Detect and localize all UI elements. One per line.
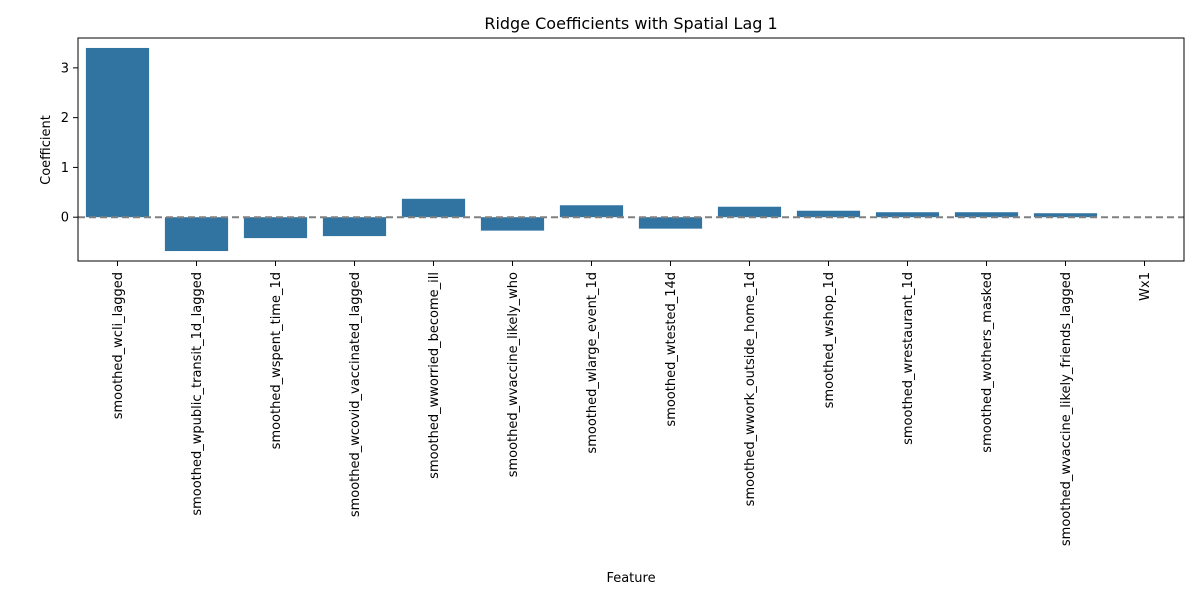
bar-smoothed-wrestaurant-1d (875, 212, 940, 218)
x-tick-label: smoothed_wworried_become_ill (427, 272, 442, 479)
bar-smoothed-wpublic-transit-1d-lagged (164, 217, 229, 252)
bar-smoothed-wspent-time-1d (243, 217, 308, 239)
x-tick-label: Wx1 (1138, 272, 1153, 301)
y-axis-label: Coefficient (39, 115, 54, 185)
y-axis: 0 1 2 3 (61, 61, 78, 226)
bar-smoothed-wworried-become-ill (401, 198, 466, 218)
bar-smoothed-wothers-masked (954, 212, 1019, 218)
bars-group (85, 47, 1098, 252)
bar-smoothed-wcli-lagged (85, 47, 150, 218)
x-tick-label: smoothed_wvaccine_likely_who (506, 272, 521, 477)
y-tick-label: 0 (61, 211, 69, 226)
y-tick-label: 3 (61, 61, 69, 76)
x-tick-label: smoothed_wpublic_transit_1d_lagged (190, 272, 205, 516)
bar-smoothed-wvaccine-likely-friends-lagged (1033, 213, 1098, 218)
x-tick-label: smoothed_wlarge_event_1d (585, 272, 600, 454)
bar-smoothed-wshop-1d (796, 210, 861, 218)
y-tick-label: 1 (61, 161, 69, 176)
x-tick-label: smoothed_wtested_14d (664, 272, 679, 427)
bar-smoothed-wvaccine-likely-who (480, 217, 545, 231)
x-tick-label: smoothed_wwork_outside_home_1d (743, 272, 758, 506)
x-axis: smoothed_wcli_lagged smoothed_wpublic_tra… (111, 261, 1153, 546)
x-axis-label: Feature (606, 571, 655, 586)
x-tick-label: smoothed_wothers_masked (980, 272, 995, 453)
x-tick-label: smoothed_wcovid_vaccinated_lagged (348, 272, 363, 517)
x-tick-label: smoothed_wshop_1d (822, 272, 837, 408)
x-tick-label: smoothed_wrestaurant_1d (901, 272, 916, 445)
x-tick-label: smoothed_wcli_lagged (111, 272, 126, 419)
y-tick-label: 2 (61, 111, 69, 126)
bar-smoothed-wwork-outside-home-1d (717, 206, 782, 218)
bar-smoothed-wtested-14d (638, 217, 703, 229)
x-tick-label: smoothed_wvaccine_likely_friends_lagged (1059, 272, 1074, 546)
bar-smoothed-wlarge-event-1d (559, 205, 624, 218)
plot-area-frame (77, 37, 1185, 262)
bar-smoothed-wcovid-vaccinated-lagged (322, 217, 387, 237)
x-tick-label: smoothed_wspent_time_1d (269, 272, 284, 449)
chart-title: Ridge Coefficients with Spatial Lag 1 (484, 14, 777, 33)
